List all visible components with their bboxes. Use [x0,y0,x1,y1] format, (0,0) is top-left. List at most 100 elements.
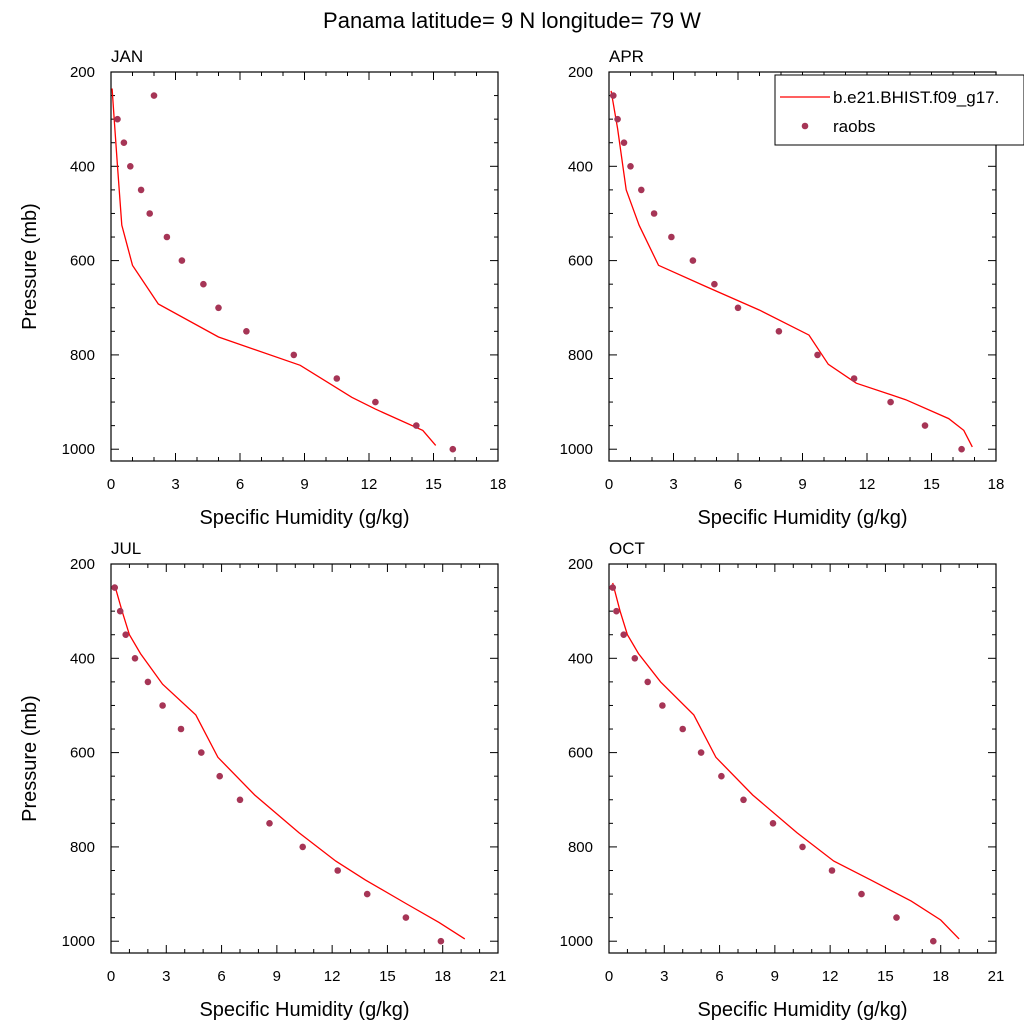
raobs-point [290,351,298,359]
y-tick-label: 1000 [560,441,593,458]
x-tick-label: 3 [171,476,179,493]
y-tick-label: 600 [70,745,95,762]
x-tick-label: 12 [324,968,341,985]
raobs-point [333,375,341,382]
y-tick-label: 200 [70,64,95,81]
x-tick-label: 18 [988,476,1005,493]
raobs-point [198,749,205,756]
x-axis-label: Specific Humidity (g/kg) [697,999,907,1021]
raobs-point [734,304,742,312]
y-tick-label: 200 [568,64,593,81]
model-profile-line [612,582,960,940]
raobs-point [711,280,718,288]
raobs-point [850,375,858,382]
y-tick-label: 800 [568,347,593,364]
figure-title: Panama latitude= 9 N longitude= 79 W [323,8,701,33]
raobs-point [437,937,445,945]
raobs-point [887,398,894,406]
panel-title: OCT [609,539,645,558]
raobs-point [146,210,153,217]
raobs-point [122,631,129,638]
panel-oct: OCT 0 3 6 9 12 15 18 21 200 400 600 800 1000 Specific … [560,539,1005,1021]
plot-frame [608,563,997,954]
raobs-point [814,351,821,359]
raobs-point [679,725,686,733]
x-tick-label: 6 [734,476,742,493]
x-axis-label: Specific Humidity (g/kg) [199,999,409,1021]
raobs-point [120,139,128,146]
x-tick-label: 12 [822,968,839,985]
y-tick-label: 400 [70,158,95,175]
raobs-point [958,445,965,453]
raobs-point [127,163,134,170]
raobs-point [150,92,158,99]
raobs-point [740,796,747,804]
raobs-point [921,422,929,429]
x-tick-label: 9 [300,476,308,493]
raobs-point [610,92,617,99]
raobs-point [620,139,628,146]
x-tick-label: 0 [605,476,613,493]
raobs-point [334,867,342,874]
x-tick-label: 9 [798,476,806,493]
raobs-point [638,186,645,194]
x-tick-label: 0 [605,968,613,985]
raobs-point [609,584,616,591]
y-tick-label: 800 [70,839,95,856]
panel-apr: APR 0 3 6 9 12 15 18 200 400 600 800 1000 Specific Hu… [560,47,1005,529]
raobs-point [858,890,865,898]
y-tick-label: 400 [568,158,593,175]
panel-title: JUL [111,539,141,558]
legend-label-raobs: raobs [833,117,876,136]
y-tick-label: 1000 [560,933,593,950]
raobs-point [930,937,937,945]
raobs-point [775,328,783,335]
legend: b.e21.BHIST.f09_g17.raobs [774,74,1024,146]
x-tick-label: 15 [379,968,396,985]
x-tick-label: 9 [771,968,779,985]
raobs-point [449,445,457,453]
raobs-point [659,702,666,709]
y-tick-label: 400 [70,650,95,667]
x-tick-label: 15 [923,476,940,493]
y-tick-label: 800 [568,839,593,856]
raobs-point [828,867,836,874]
y-axis-label: Pressure (mb) [19,203,41,330]
x-tick-label: 18 [434,968,451,985]
raobs-point [200,280,207,288]
x-tick-label: 3 [162,968,170,985]
plot-frame [110,563,499,954]
raobs-point [799,843,806,851]
x-tick-label: 0 [107,476,115,493]
y-axis-label: Pressure (mb) [19,695,41,822]
raobs-point [363,890,371,898]
raobs-point [372,398,379,406]
raobs-point [163,233,171,241]
panel-jan: JAN 0 3 6 9 12 15 18 200 400 600 800 1000 Specific Hu… [19,47,506,529]
x-tick-label: 6 [236,476,244,493]
y-tick-label: 1000 [62,441,95,458]
panel-title: JAN [111,47,143,66]
y-tick-label: 600 [568,745,593,762]
x-axis-label: Specific Humidity (g/kg) [199,507,409,529]
x-tick-label: 21 [490,968,507,985]
panel-title: APR [609,47,644,66]
y-tick-label: 200 [568,556,593,573]
y-tick-label: 600 [70,253,95,270]
raobs-point [668,233,675,241]
x-tick-label: 0 [107,968,115,985]
raobs-point [177,725,185,733]
model-profile-line [610,90,973,448]
raobs-point [144,678,152,686]
raobs-point [114,115,121,123]
raobs-point [178,257,186,264]
y-tick-label: 800 [70,347,95,364]
raobs-point [413,422,420,429]
x-axis-label: Specific Humidity (g/kg) [697,507,907,529]
raobs-point [243,328,250,335]
raobs-point [236,796,244,804]
raobs-point [893,914,900,921]
x-tick-label: 15 [425,476,442,493]
raobs-point [614,115,621,123]
